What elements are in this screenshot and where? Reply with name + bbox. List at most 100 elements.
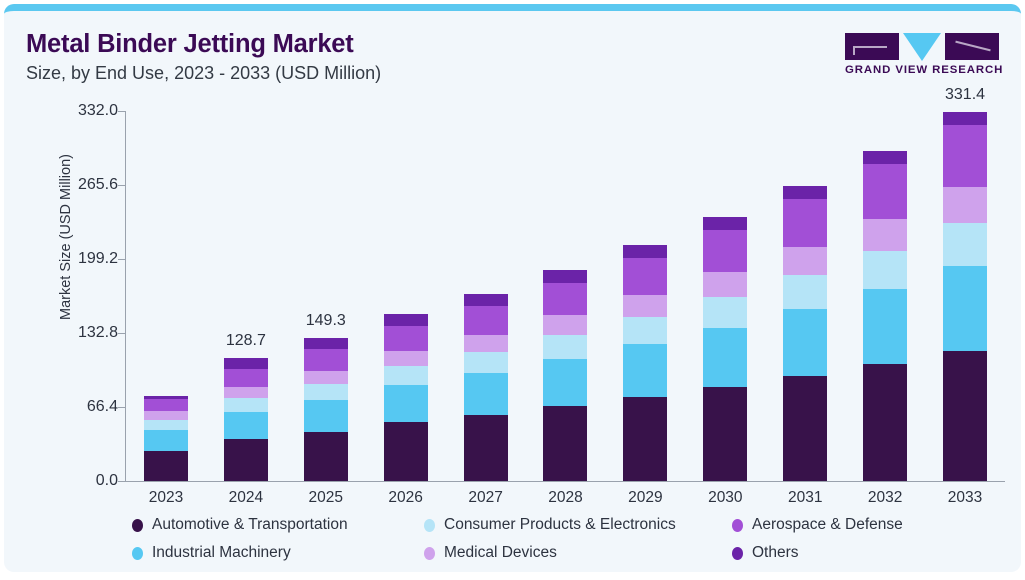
stacked-bar[interactable] (703, 217, 748, 481)
bar-segment[interactable] (863, 164, 908, 219)
legend-item[interactable]: Medical Devices (424, 544, 557, 562)
bar-segment[interactable] (463, 334, 508, 352)
bar-segment[interactable] (623, 294, 668, 317)
x-axis-tick-label: 2028 (548, 489, 583, 506)
bar-group[interactable]: 2026 (366, 99, 446, 506)
bar-segment[interactable] (543, 315, 588, 335)
stacked-bar[interactable] (543, 270, 588, 481)
bar-segment[interactable] (303, 370, 348, 384)
bar-segment[interactable] (303, 399, 348, 432)
bar-segment[interactable] (303, 349, 348, 371)
bar-group[interactable]: 2032 (845, 99, 925, 506)
bar-segment[interactable] (383, 422, 428, 481)
bar-segment[interactable] (143, 430, 188, 452)
bar-group[interactable]: 2031 (765, 99, 845, 506)
bar-segment[interactable] (303, 431, 348, 481)
bar-segment[interactable] (623, 343, 668, 398)
bar-segment[interactable] (623, 316, 668, 344)
bar-segment[interactable] (703, 297, 748, 328)
stacked-bar[interactable] (943, 111, 988, 481)
bar-segment[interactable] (863, 218, 908, 251)
stacked-bar[interactable] (303, 338, 348, 481)
bar-segment[interactable] (223, 369, 268, 387)
legend-item[interactable]: Others (732, 544, 799, 562)
bar-segment[interactable] (303, 383, 348, 400)
bar-group[interactable]: 2028 (526, 99, 606, 506)
legend-item[interactable]: Industrial Machinery (132, 544, 291, 562)
bar-segment[interactable] (863, 289, 908, 365)
bar-segment[interactable] (223, 397, 268, 412)
bar-segment[interactable] (383, 325, 428, 351)
stacked-bar[interactable] (863, 151, 908, 481)
bar-segment[interactable] (463, 415, 508, 481)
bar-segment[interactable] (783, 186, 828, 200)
bar-segment[interactable] (383, 384, 428, 423)
bar-segment[interactable] (943, 266, 988, 351)
bar-segment[interactable] (143, 399, 188, 412)
bar-segment[interactable] (703, 217, 748, 230)
stacked-bar[interactable] (223, 357, 268, 481)
bar-segment[interactable] (863, 250, 908, 290)
bar-segment[interactable] (463, 351, 508, 374)
legend-item[interactable]: Aerospace & Defense (732, 516, 903, 534)
bar-segment[interactable] (783, 246, 828, 276)
stacked-bar[interactable] (383, 314, 428, 481)
bar-segment[interactable] (383, 314, 428, 326)
bar-group[interactable]: 2029 (605, 99, 685, 506)
bar-segment[interactable] (223, 386, 268, 398)
bar-segment[interactable] (623, 245, 668, 258)
bar-segment[interactable] (223, 357, 268, 370)
stacked-bar[interactable] (623, 245, 668, 481)
bar-group[interactable]: 2023 (126, 99, 206, 506)
bar-segment[interactable] (143, 419, 188, 431)
legend-item[interactable]: Automotive & Transportation (132, 516, 348, 534)
bar-segment[interactable] (463, 373, 508, 416)
bar-segment[interactable] (543, 334, 588, 359)
legend-color-swatch-icon (424, 518, 435, 532)
bar-segment[interactable] (943, 125, 988, 187)
bar-segment[interactable] (463, 306, 508, 335)
bar-segment[interactable] (143, 395, 188, 400)
bar-segment[interactable] (543, 406, 588, 481)
legend-item[interactable]: Consumer Products & Electronics (424, 516, 676, 534)
bar-group[interactable]: 128.7 2024 (206, 99, 286, 506)
bar-segment[interactable] (703, 272, 748, 298)
x-axis-tick-label: 2032 (867, 489, 903, 506)
bar-segment[interactable] (703, 229, 748, 273)
bar-group[interactable]: 149.3 2025 (286, 99, 366, 506)
bar-segment[interactable] (143, 411, 188, 420)
bar-segment[interactable] (543, 270, 588, 283)
bar-group[interactable]: 2027 (446, 99, 526, 506)
bar-segment[interactable] (943, 351, 988, 481)
bar-segment[interactable] (623, 397, 668, 481)
bar-segment[interactable] (623, 257, 668, 295)
bar-total-label: 149.3 (305, 312, 346, 330)
bar-segment[interactable] (703, 387, 748, 481)
bar-segment[interactable] (703, 327, 748, 388)
bar-segment[interactable] (543, 358, 588, 407)
legend-color-swatch-icon (732, 518, 743, 532)
bar-segment[interactable] (943, 186, 988, 223)
stacked-bar[interactable] (783, 186, 828, 481)
bar-segment[interactable] (543, 282, 588, 316)
bar-segment[interactable] (783, 199, 828, 247)
bar-group[interactable]: 331.4 2033 (925, 86, 1005, 506)
stacked-bar[interactable] (143, 395, 188, 481)
bar-segment[interactable] (223, 411, 268, 440)
bar-segment[interactable] (143, 451, 188, 481)
bar-segment[interactable] (783, 376, 828, 481)
bar-segment[interactable] (383, 350, 428, 366)
x-axis-tick-label: 2023 (148, 489, 184, 506)
bar-group[interactable]: 2030 (685, 99, 765, 506)
bar-segment[interactable] (303, 338, 348, 350)
bar-segment[interactable] (223, 439, 268, 481)
bar-segment[interactable] (943, 111, 988, 126)
bar-segment[interactable] (863, 364, 908, 481)
bar-segment[interactable] (783, 309, 828, 377)
bar-segment[interactable] (783, 275, 828, 310)
bar-segment[interactable] (943, 222, 988, 267)
bar-segment[interactable] (383, 365, 428, 385)
stacked-bar[interactable] (463, 294, 508, 481)
bar-segment[interactable] (463, 294, 508, 307)
bar-segment[interactable] (863, 151, 908, 165)
